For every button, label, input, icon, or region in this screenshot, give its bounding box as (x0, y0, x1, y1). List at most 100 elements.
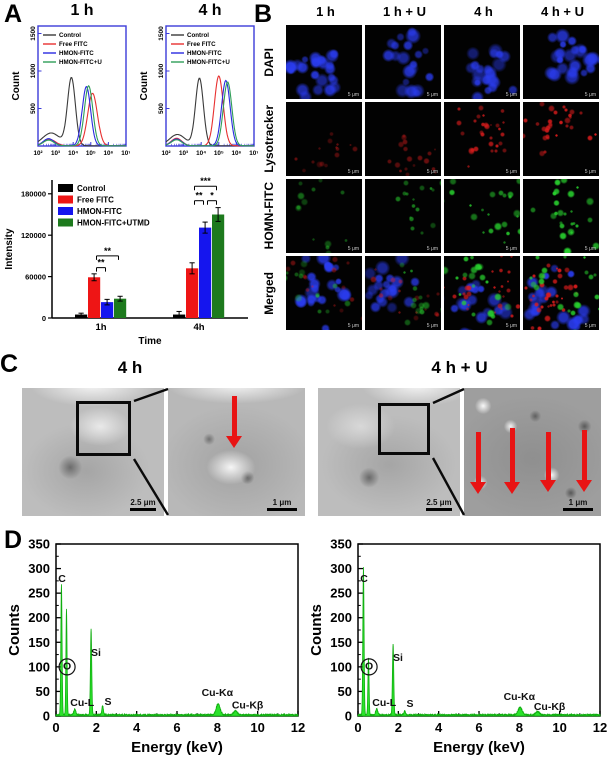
fluorescence-dot (387, 283, 397, 293)
fluorescence-dot (303, 275, 309, 281)
fluorescence-dot (294, 157, 298, 161)
fluorescence-dot (556, 303, 565, 311)
fluorescence-dot (582, 256, 587, 260)
fluorescence-dot (543, 150, 547, 154)
fluorescence-dot (567, 308, 572, 313)
panel-b-row-label-text: HOMN-FITC (262, 182, 276, 250)
fluorescence-dot (455, 276, 460, 281)
fluorescence-dot (470, 284, 480, 294)
fluorescence-dot (569, 109, 575, 115)
fluorescence-dot (311, 237, 316, 241)
red-arrow-icon (470, 432, 486, 494)
tem-zoom-image: 1 μm (168, 388, 305, 516)
fluorescence-dot (506, 280, 510, 284)
fluorescence-dot (439, 179, 441, 187)
fluorescence-dot (294, 271, 300, 277)
fluorescence-dot (499, 256, 504, 258)
scale-bar-label: 5 μm (584, 169, 596, 175)
histogram-4h-title: 4 h (198, 2, 222, 19)
fluorescence-dot (460, 300, 467, 307)
fluorescence-dot (510, 314, 515, 319)
fluorescence-dot (310, 186, 317, 192)
fluorescence-dot (466, 303, 470, 307)
svg-text:Counts: Counts (6, 604, 23, 656)
fluorescence-dot (551, 300, 556, 305)
fluorescence-dot (540, 305, 544, 309)
svg-text:10⁴: 10⁴ (68, 150, 78, 157)
scale-bar-line (130, 508, 156, 511)
panel-b-row-label: Merged (252, 256, 286, 330)
fluorescence-dot (317, 308, 323, 314)
svg-text:Cu-Kβ: Cu-Kβ (534, 701, 566, 713)
fluorescence-dot (592, 241, 599, 250)
fluorescence-dot (344, 300, 351, 307)
fluorescence-dot (535, 121, 540, 127)
fluorescence-dot (580, 68, 589, 77)
confocal-image-cell: 5 μm (286, 102, 362, 176)
fluorescence-dot (397, 289, 402, 294)
svg-text:100: 100 (28, 659, 50, 674)
svg-text:Control: Control (187, 32, 209, 39)
fluorescence-dot (310, 283, 320, 294)
svg-text:S: S (407, 698, 414, 710)
fluorescence-dot (373, 267, 377, 271)
svg-text:0: 0 (345, 709, 352, 724)
fluorescence-dot (382, 49, 396, 63)
fluorescence-dot (440, 306, 441, 311)
fluorescence-dot (405, 28, 422, 45)
fluorescence-dot (306, 271, 317, 282)
svg-text:Intensity: Intensity (4, 228, 15, 270)
svg-text:S: S (105, 696, 112, 708)
fluorescence-dot (558, 222, 565, 229)
fluorescence-dot (434, 311, 440, 317)
svg-text:10⁶: 10⁶ (231, 150, 241, 157)
fluorescence-dot (390, 276, 397, 283)
fluorescence-dot (403, 296, 415, 308)
fluorescence-dot (344, 238, 348, 242)
panel-b-row-label: HOMN-FITC (252, 179, 286, 253)
fluorescence-dot (295, 60, 310, 75)
fluorescence-dot (401, 138, 408, 145)
fluorescence-dot (572, 43, 589, 59)
fluorescence-dot (533, 301, 539, 307)
fluorescence-dot (314, 292, 321, 299)
fluorescence-dot (497, 141, 503, 146)
fluorescence-dot (381, 279, 391, 289)
fluorescence-dot (523, 286, 528, 290)
confocal-image-cell: 5 μm (444, 25, 520, 99)
fluorescence-dot (553, 109, 559, 115)
fluorescence-dot (489, 123, 493, 126)
svg-text:Control: Control (59, 32, 81, 39)
svg-text:4: 4 (435, 720, 443, 735)
fluorescence-dot (324, 240, 333, 249)
panel-b-row-label: Lysotracker (252, 102, 286, 176)
fluorescence-dot (340, 289, 352, 302)
fluorescence-dot (563, 212, 568, 217)
fluorescence-dot (473, 119, 477, 123)
fluorescence-dot (431, 166, 436, 171)
panel-c-tem: C 4 h 4 h + U 2.5 μm 1 μm 2.5 μm 1 μm (0, 352, 611, 528)
fluorescence-dot (400, 133, 408, 141)
svg-text:8: 8 (516, 720, 523, 735)
tem-zoom-image: 1 μm (464, 388, 601, 516)
fluorescence-dot (559, 232, 568, 241)
fluorescence-dot (502, 193, 508, 199)
scale-bar-label: 5 μm (426, 246, 438, 252)
fluorescence-dot (444, 266, 449, 275)
fluorescence-dot (542, 271, 551, 280)
svg-text:150: 150 (28, 635, 50, 650)
svg-text:180000: 180000 (21, 190, 46, 199)
fluorescence-dot (501, 294, 505, 299)
fluorescence-dot (449, 303, 459, 313)
fluorescence-dot (466, 291, 473, 297)
confocal-image-cell: 5 μm (365, 25, 441, 99)
fluorescence-dot (501, 147, 508, 154)
fluorescence-dot (553, 179, 561, 186)
fluorescence-dot (487, 212, 491, 216)
fluorescence-dot (470, 91, 484, 99)
fluorescence-dot (470, 213, 479, 222)
fluorescence-dot (386, 159, 392, 164)
tem-group-4h-u: 2.5 μm 1 μm (318, 388, 601, 518)
fluorescence-dot (475, 113, 482, 119)
fluorescence-dot (317, 179, 323, 184)
